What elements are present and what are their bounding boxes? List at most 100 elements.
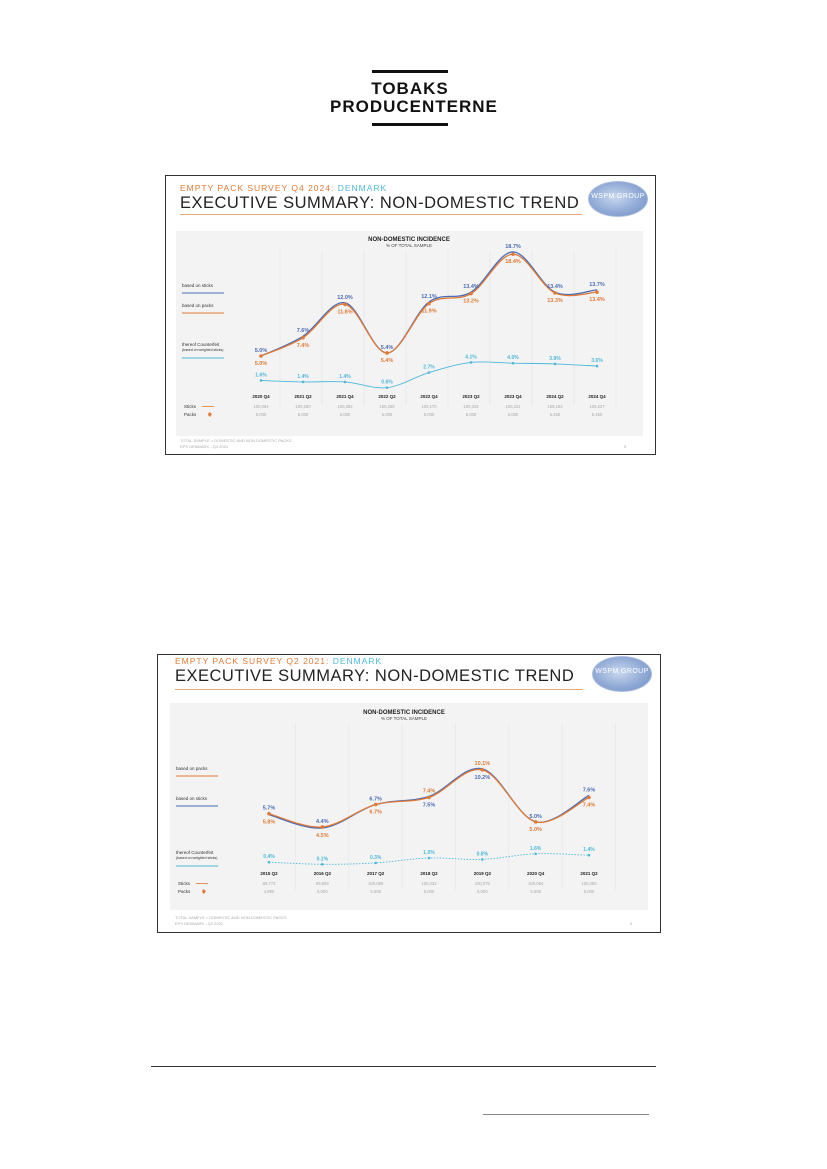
data-point-counterfeit [385,386,389,389]
data-point-packs [343,302,347,307]
data-point-counterfeit [553,362,557,366]
data-label-based-on-sticks: 7.5% [423,802,436,808]
data-label-based-on-packs: 11.8% [337,309,352,315]
base-value: 5,000 [298,412,309,417]
base-value: 5,000 [340,412,351,417]
data-point-counterfeit [301,380,305,384]
base-row-label: Sticks [178,881,191,886]
slide-q2-2021: EMPTY PACK SURVEY Q2 2021: DENMARK EXECU… [157,654,661,933]
data-point-counterfeit [481,858,484,861]
base-value: 100,302 [337,404,353,409]
data-label-based-on-packs: 18.4% [505,259,521,265]
chart-subtitle: % OF TOTAL SAMPLE [386,243,432,248]
data-point-packs [595,290,599,294]
x-tick-label: 2016 Q2 [314,871,332,876]
data-label-based-on-sticks: 5.0% [529,814,542,820]
x-tick-label: 2018 Q2 [420,871,438,876]
data-label-based-on-packs: 6.7% [369,810,382,816]
data-point-counterfeit [534,852,537,856]
non-domestic-incidence-chart: NON-DOMESTIC INCIDENCE% OF TOTAL SAMPLE b… [176,710,616,894]
base-value: 100,258 [379,404,395,409]
slide-main-title: EXECUTIVE SUMMARY: NON-DOMESTIC TREND [180,194,580,212]
data-point-counterfeit [343,380,347,384]
base-row-label: Sticks [184,404,197,409]
base-value: 5,450 [550,412,561,417]
base-value: 5,000 [466,412,477,417]
base-value: 4,990 [264,889,275,894]
data-point-counterfeit [321,863,324,866]
data-label-based-on-sticks: 13.4% [463,284,479,290]
data-label-counterfeit: 3.9% [549,356,561,362]
data-point-packs [427,795,431,800]
data-point-counterfeit [267,860,271,864]
data-label-based-on-packs: 13.3% [547,298,563,304]
data-label-based-on-packs: 5.4% [381,358,394,364]
page-bottom-rule [151,1066,656,1067]
base-value: 100,232 [421,881,437,886]
data-label-based-on-packs: 13.4% [589,297,605,303]
base-value: 99,959 [316,881,329,886]
data-label-counterfeit: 0.4% [263,854,275,860]
data-point-packs [511,252,515,256]
chart-title: NON-DOMESTIC INCIDENCE [368,237,450,243]
data-label-counterfeit: 1.4% [297,374,309,380]
slide-footer-line1: TOTAL SAMPLE = DOMESTIC AND NON-DOMESTIC… [180,438,292,443]
base-value: 5,000 [508,412,519,417]
slide-footer-line1: TOTAL SAMPLE = DOMESTIC AND NON-DOMESTIC… [175,915,287,920]
data-point-packs [533,820,538,824]
data-point-packs [427,301,431,306]
x-tick-label: 2021 Q4 [336,394,354,399]
data-label-based-on-sticks: 4.4% [316,819,329,825]
data-label-based-on-sticks: 18.7% [505,244,521,250]
base-row-label: Packs [178,889,191,894]
legend-label: based on sticks [176,796,208,801]
legend-label: thereof Counterfeit [182,342,220,347]
legend-note: (based on weighted sticks) [176,856,217,860]
data-point-packs [320,825,325,829]
x-tick-label: 2021 Q2 [580,871,598,876]
data-point-counterfeit [374,861,377,865]
chart-subtitle: % OF TOTAL SAMPLE [381,716,427,721]
data-label-counterfeit: 0.8% [477,851,489,857]
x-tick-label: 2017 Q2 [367,871,385,876]
base-value: 100,260 [295,404,311,409]
base-value: 99,773 [263,881,276,886]
base-value: 100,315 [463,404,479,409]
data-point-counterfeit [511,361,515,365]
data-label-counterfeit: 4.1% [465,354,477,360]
data-label-based-on-packs: 5.0% [255,361,268,367]
data-point-counterfeit [259,379,263,382]
non-domestic-incidence-chart: NON-DOMESTIC INCIDENCE% OF TOTAL SAMPLE b… [182,237,617,417]
data-label-based-on-sticks: 5.7% [263,806,276,812]
slide-footer-line2: EPS DENMARK - Q2 2021 [175,921,224,926]
chart-panel [170,703,648,910]
data-label-based-on-packs: 4.5% [316,833,329,839]
base-value: 5,000 [424,889,435,894]
data-label-based-on-sticks: 5.0% [255,348,268,354]
data-label-based-on-sticks: 13.4% [547,284,563,290]
data-point-packs [469,291,473,296]
data-label-based-on-sticks: 7.6% [297,328,310,334]
data-label-based-on-packs: 7.4% [297,343,310,349]
title-underline [180,214,582,215]
base-value: 100,089 [368,881,384,886]
data-label-counterfeit: 0.6% [381,380,393,386]
base-value: 5,000 [382,412,393,417]
x-tick-label: 2021 Q2 [294,394,312,399]
data-label-based-on-sticks: 6.7% [369,797,382,803]
data-label-based-on-packs: 13.2% [463,299,479,305]
x-tick-label: 2024 Q2 [546,394,564,399]
base-value: 5,000 [370,889,381,894]
base-value: 100,075 [475,881,491,886]
legend-label: based on packs [182,303,214,308]
base-value: 5,000 [424,412,435,417]
data-label-counterfeit: 0.3% [370,855,382,861]
base-value: 109,227 [589,404,605,409]
chart-panel [176,231,643,436]
data-label-based-on-sticks: 12.1% [421,294,437,300]
x-tick-label: 2023 Q2 [462,394,480,399]
base-value: 5,000 [477,889,488,894]
data-point-packs [373,802,378,807]
slide-main-title: EXECUTIVE SUMMARY: NON-DOMESTIC TREND [175,667,575,685]
data-label-counterfeit: 1.6% [255,372,267,378]
